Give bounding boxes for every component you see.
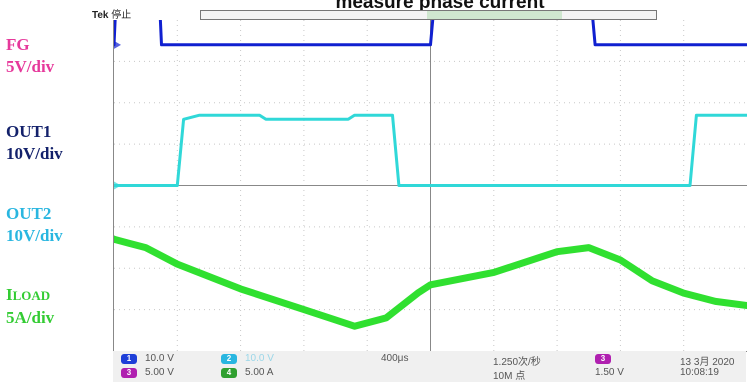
brand-label: Tek [92, 10, 109, 21]
out1-label: OUT1 10V/div [6, 121, 63, 165]
ch2-scale: 10.0 V [245, 353, 274, 364]
fg-scale: 5V/div [6, 57, 55, 76]
out2-name: OUT2 [6, 204, 52, 223]
iload-name: I [6, 285, 13, 304]
out1-scale: 10V/div [6, 144, 63, 163]
out2-scale: 10V/div [6, 226, 63, 245]
out2-trace [114, 113, 747, 187]
chart-title: measure phase current [335, 0, 545, 13]
out1-name: OUT1 [6, 122, 52, 141]
ch3-scale: 5.00 V [145, 367, 174, 378]
out2-marker [114, 181, 121, 190]
timebase: 400μs [381, 353, 409, 364]
status-bar: 1 10.0 V 2 10.0 V 3 5.00 V 4 5.00 A 400μ… [113, 351, 746, 382]
fg-name: FG [6, 35, 30, 54]
date: 13 3月 2020 [680, 357, 735, 368]
ch1-chip[interactable]: 1 [121, 354, 137, 364]
scope-state: Tek 停止 [92, 6, 131, 21]
time: 10:08:19 [680, 367, 719, 378]
iload-label: ILOAD 5A/div [6, 284, 54, 329]
out1-marker [114, 40, 121, 49]
iload-subscript: LOAD [12, 288, 51, 303]
ch3-chip[interactable]: 3 [121, 368, 137, 378]
trigger-source-chip[interactable]: 3 [595, 354, 611, 364]
out1-trace [114, 20, 747, 47]
fg-label: FG 5V/div [6, 34, 54, 78]
ch1-scale: 10.0 V [145, 353, 174, 364]
iload-marker [114, 235, 121, 244]
iload-scale: 5A/div [6, 308, 55, 327]
record-window [427, 11, 562, 19]
trigger-level: 1.50 V [595, 367, 624, 378]
iload-trace [114, 235, 747, 330]
record-position-bar[interactable] [200, 10, 657, 20]
run-state: 停止 [111, 10, 132, 21]
out2-label: OUT2 10V/div [6, 203, 63, 247]
ch2-chip[interactable]: 2 [221, 354, 237, 364]
ch4-chip[interactable]: 4 [221, 368, 237, 378]
ch4-scale: 5.00 A [245, 367, 274, 378]
oscilloscope-display [113, 20, 747, 352]
record-length: 10M 点 [493, 371, 526, 382]
sample-rate: 1.250次/秒 [493, 357, 541, 368]
waveform-plot [114, 20, 747, 351]
